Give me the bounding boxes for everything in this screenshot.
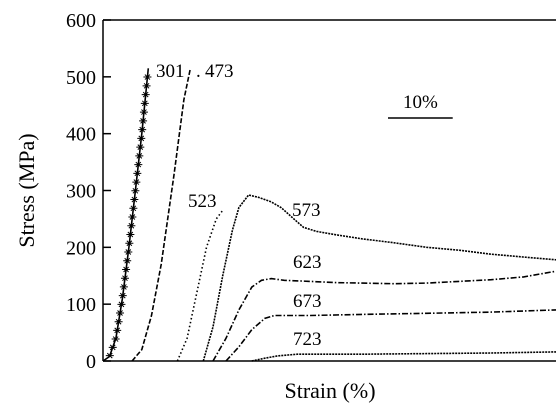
curve-301-marker [139, 117, 148, 124]
curve-label-301: 301 [156, 61, 185, 82]
curve-301-marker [140, 100, 149, 107]
curve-301-marker [137, 135, 146, 142]
curve-673 [225, 309, 556, 362]
curve-301-marker [114, 318, 123, 325]
curve-301-marker [136, 144, 145, 150]
curve-301-marker [105, 352, 114, 359]
curve-301-marker [128, 214, 137, 220]
axes: 0 100 200 300 400 500 600 Strain (%) Stress (MPa… [14, 10, 556, 403]
curve-301-marker [119, 284, 128, 290]
y-tick-label: 0 [86, 351, 96, 373]
curve-301-marker [116, 310, 125, 316]
curve-301-marker [133, 170, 142, 177]
y-tick-label: 200 [66, 237, 96, 259]
curve-label-623: 623 [293, 252, 322, 273]
curve-301 [102, 68, 150, 362]
curve-301-marker [131, 187, 140, 194]
curve-573 [202, 194, 556, 362]
y-tick-label: 100 [66, 294, 96, 316]
curve-label-723: 723 [293, 329, 322, 350]
curve-301-marker [134, 161, 143, 168]
curve-723 [251, 351, 556, 362]
curve-301-marker [138, 126, 147, 133]
curve-301-marker [132, 179, 141, 185]
y-tick-label: 300 [66, 181, 96, 203]
curve-301-marker [129, 205, 138, 212]
curve-label-573: 573 [292, 200, 321, 221]
curve-301-marker [120, 275, 129, 282]
curve-301-marker [139, 109, 148, 115]
curve-label-523: 523 [188, 191, 217, 212]
curves [102, 68, 556, 362]
y-tick-label: 600 [66, 10, 96, 32]
curve-301-marker [126, 231, 135, 238]
curve-markers [105, 74, 152, 359]
curve-301-marker [143, 74, 152, 80]
curve-523 [176, 209, 224, 362]
curve-301-marker [111, 336, 120, 342]
curve-301-marker [117, 301, 126, 308]
x-axis-label: Strain (%) [284, 378, 375, 403]
curve-301-marker [125, 240, 134, 247]
curve-301-marker [108, 344, 117, 351]
curve-301-marker [118, 292, 127, 299]
curve-301-marker [122, 266, 131, 273]
curve-301-marker [123, 257, 132, 264]
labels: 301 473 523 573 623 673 723. 10% [156, 61, 453, 350]
y-axis-label: Stress (MPa) [14, 133, 39, 247]
y-tick-label: 400 [66, 124, 96, 146]
scale-bar-label: 10% [403, 92, 438, 113]
curve-301-marker [141, 91, 150, 98]
curve-301-marker [113, 327, 122, 334]
curve-301-marker [127, 222, 136, 229]
curve-301-marker [130, 196, 139, 203]
y-tick-label: 500 [66, 67, 96, 89]
curve-label-473: 473 [205, 61, 234, 82]
curve-301-marker [124, 249, 133, 255]
curve-473 [131, 68, 192, 362]
curve-623 [212, 270, 556, 362]
curve-label-673: 673 [293, 291, 322, 312]
curve-301-marker [142, 82, 151, 89]
curve-301-marker [135, 152, 144, 159]
label-separator: . [196, 61, 201, 82]
